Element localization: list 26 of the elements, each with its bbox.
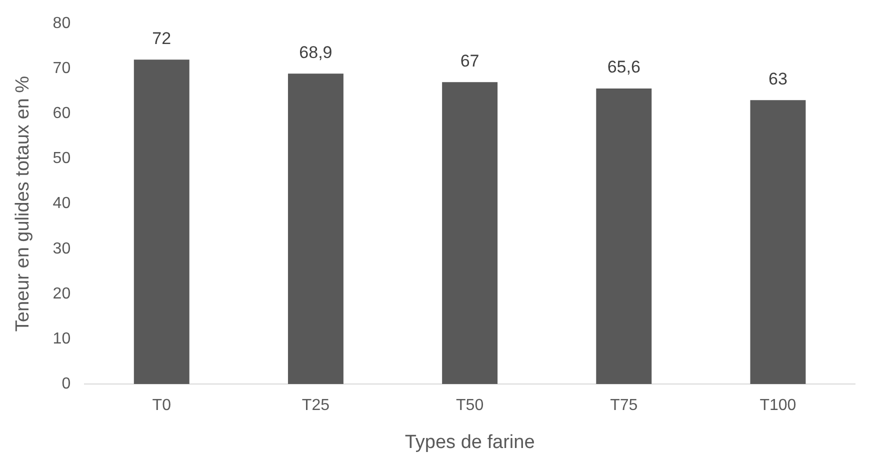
bar (750, 100, 806, 384)
y-tick-label: 60 (52, 105, 71, 122)
bar (596, 88, 652, 384)
x-tick-label: T75 (610, 397, 638, 414)
x-tick-label: T25 (302, 397, 330, 414)
data-label: 68,9 (299, 42, 332, 62)
bar (288, 74, 344, 384)
y-tick-label: 70 (52, 60, 71, 78)
x-tick-label: T0 (152, 397, 172, 414)
data-label: 65,6 (607, 58, 640, 77)
data-label: 67 (460, 51, 480, 70)
y-tick-label: 0 (62, 375, 71, 392)
bar (442, 82, 498, 384)
y-tick-label: 40 (52, 195, 71, 212)
x-axis-title: Types de farine (404, 432, 535, 453)
y-tick-label: 30 (52, 240, 71, 258)
y-tick-label: 20 (52, 285, 71, 302)
y-tick-label: 80 (52, 15, 71, 32)
x-tick-label: T100 (760, 397, 796, 414)
y-tick-label: 10 (52, 330, 71, 348)
data-label: 72 (152, 28, 172, 48)
data-label: 63 (768, 69, 788, 88)
y-tick-label: 50 (52, 150, 71, 168)
y-axis-title: Teneur en gulides totaux en % (12, 76, 34, 332)
bar (134, 60, 190, 384)
x-tick-label: T50 (456, 397, 484, 414)
